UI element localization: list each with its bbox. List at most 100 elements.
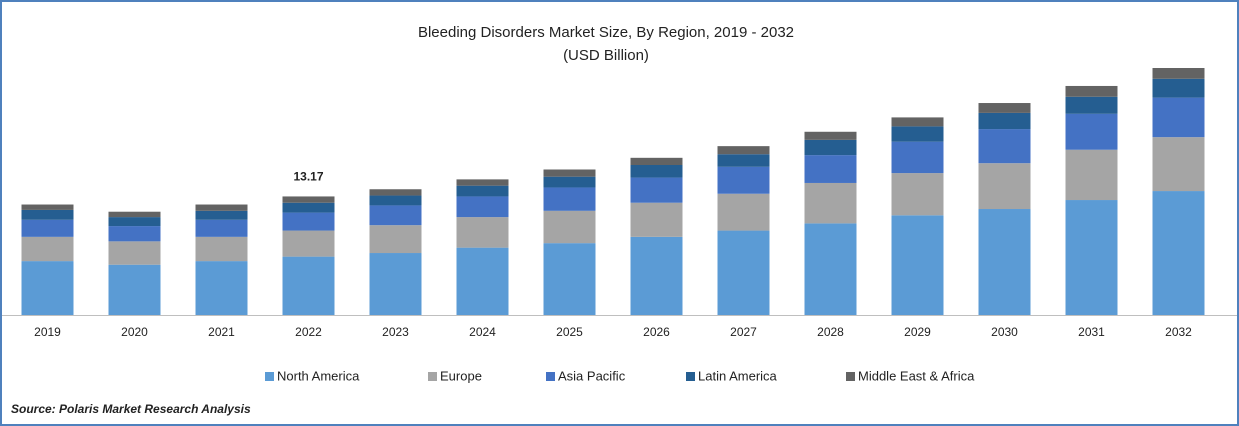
x-tick-label: 2028	[817, 325, 844, 339]
bar-segment	[282, 230, 335, 257]
legend-label: Asia Pacific	[558, 368, 626, 383]
bar-segment	[108, 211, 161, 218]
bar-segment	[1065, 113, 1118, 150]
bar-segment	[456, 185, 509, 197]
bar-segment	[108, 217, 161, 227]
x-tick-label: 2030	[991, 325, 1018, 339]
bar-segment	[1152, 137, 1205, 192]
x-tick-label: 2025	[556, 325, 583, 339]
legend-swatch	[265, 372, 274, 381]
bar-segment	[369, 205, 422, 226]
x-tick-label: 2022	[295, 325, 322, 339]
bar-segment	[1065, 200, 1118, 315]
bar-segment	[543, 210, 596, 244]
legend-swatch	[846, 372, 855, 381]
x-tick-label: 2019	[34, 325, 61, 339]
bar-segment	[282, 256, 335, 315]
bar-segment	[630, 165, 683, 178]
legend-label: Latin America	[698, 368, 778, 383]
bar-segment	[891, 215, 944, 315]
x-tick-label: 2024	[469, 325, 496, 339]
bar-segment	[804, 155, 857, 183]
x-tick-label: 2026	[643, 325, 670, 339]
bar-segment	[1152, 191, 1205, 315]
bar-segment	[369, 225, 422, 254]
bar-segment	[543, 169, 596, 177]
source: Source: Polaris Market Research Analysis	[11, 402, 251, 416]
bar-segment	[369, 253, 422, 315]
x-tick-label: 2023	[382, 325, 409, 339]
x-tick-label: 2032	[1165, 325, 1192, 339]
bar-segment	[804, 182, 857, 224]
bar-segment	[891, 141, 944, 174]
legend-swatch	[546, 372, 555, 381]
bar-segment	[195, 210, 248, 220]
bar-segment	[195, 204, 248, 211]
bar-segment	[21, 236, 74, 262]
bar-segment	[630, 157, 683, 166]
legend-label: Middle East & Africa	[858, 368, 975, 383]
bar-segment	[1065, 85, 1118, 97]
bar-segment	[543, 243, 596, 315]
bar-segment	[891, 126, 944, 142]
bar-segment	[195, 236, 248, 262]
bar-segment	[1065, 96, 1118, 114]
x-tick-label: 2021	[208, 325, 235, 339]
bar-segment	[891, 117, 944, 127]
bar-segment	[195, 261, 248, 315]
bar-segment	[282, 202, 335, 213]
bar-segment	[108, 264, 161, 315]
bar-segment	[369, 189, 422, 196]
bar-segment	[1065, 149, 1118, 201]
bar-segment	[456, 196, 509, 218]
bar-segment	[456, 217, 509, 248]
legend-swatch	[686, 372, 695, 381]
x-tick-label: 2029	[904, 325, 931, 339]
bar-segment	[717, 154, 770, 167]
legend-swatch	[428, 372, 437, 381]
x-tick-label: 2027	[730, 325, 757, 339]
bar-segment	[369, 195, 422, 206]
bar-segment	[456, 179, 509, 186]
bar-segment	[978, 163, 1031, 210]
bar-segment	[21, 204, 74, 210]
bar-segment	[195, 219, 248, 237]
x-tick-label: 2020	[121, 325, 148, 339]
bar-segment	[108, 226, 161, 242]
bar-segment	[978, 103, 1031, 113]
bar-segment	[21, 219, 74, 237]
bar-segment	[804, 139, 857, 156]
bar-segment	[891, 173, 944, 216]
bar-segment	[978, 129, 1031, 164]
bar-segment	[717, 166, 770, 194]
bar-segment	[21, 261, 74, 315]
bar-segment	[543, 176, 596, 188]
chart-subtitle: (USD Billion)	[563, 47, 649, 64]
bar-segment	[978, 112, 1031, 130]
legend-label: Europe	[440, 368, 482, 383]
bar-segment	[630, 236, 683, 315]
bar-segment	[456, 247, 509, 315]
bar-segment	[1152, 97, 1205, 138]
bar-segment	[630, 202, 683, 237]
legend-label: North America	[277, 368, 360, 383]
chart-title: Bleeding Disorders Market Size, By Regio…	[418, 24, 794, 41]
bar-segment	[978, 209, 1031, 315]
x-tick-label: 2031	[1078, 325, 1105, 339]
bar-segment	[717, 230, 770, 315]
bar-segment	[1152, 78, 1205, 98]
total-label: 13.17	[293, 170, 323, 184]
bar-segment	[717, 146, 770, 155]
bar-segment	[804, 131, 857, 140]
bar-segment	[543, 187, 596, 211]
bar-segment	[717, 193, 770, 231]
bar-segment	[282, 212, 335, 231]
bar-segment	[21, 209, 74, 220]
bar-segment	[282, 196, 335, 203]
bar-segment	[804, 223, 857, 315]
bar-segment	[108, 241, 161, 265]
bar-segment	[1152, 68, 1205, 79]
bar-segment	[630, 177, 683, 203]
